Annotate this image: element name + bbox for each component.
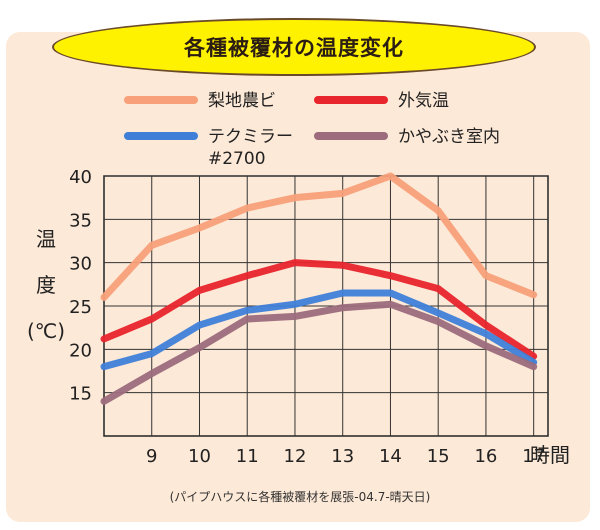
- x-tick-label: 12: [284, 446, 307, 467]
- chart-caption: (パイプハウスに各種被覆材を展張-04.7-晴天日): [169, 490, 431, 504]
- x-tick-label: 13: [331, 446, 354, 467]
- x-tick-label: 11: [236, 446, 259, 467]
- x-tick-label: 16: [474, 446, 497, 467]
- y-tick-label: 20: [69, 340, 92, 361]
- y-tick-label: 15: [69, 384, 92, 405]
- y-tick-label: 30: [69, 254, 92, 275]
- legend-label: 外気温: [398, 91, 449, 111]
- x-tick-label: 15: [427, 446, 450, 467]
- series-line: [100, 289, 538, 371]
- x-tick-label: 14: [379, 446, 402, 467]
- y-axis-label: 度: [36, 273, 56, 297]
- chart-title: 各種被覆材の温度変化: [184, 36, 404, 60]
- x-tick-label: 10: [188, 446, 211, 467]
- title-banner: 各種被覆材の温度変化: [52, 18, 536, 76]
- series-line: [100, 172, 538, 301]
- y-axis-label: (℃): [27, 319, 65, 343]
- legend-label: #2700: [208, 149, 266, 169]
- y-tick-label: 35: [69, 210, 92, 231]
- y-tick-label: 40: [69, 167, 92, 188]
- y-tick-label: 25: [69, 297, 92, 318]
- x-tick-label: 17: [522, 446, 545, 467]
- legend-label: かやぶき室内: [398, 127, 500, 147]
- x-axis-label: 時間: [530, 443, 570, 467]
- legend-label: テクミラー: [208, 127, 293, 147]
- legend-label: 梨地農ビ: [208, 91, 276, 111]
- y-axis-label: 温: [36, 227, 56, 251]
- series-line: [100, 300, 538, 405]
- x-tick-label: 9: [146, 446, 157, 467]
- series-line: [100, 259, 538, 360]
